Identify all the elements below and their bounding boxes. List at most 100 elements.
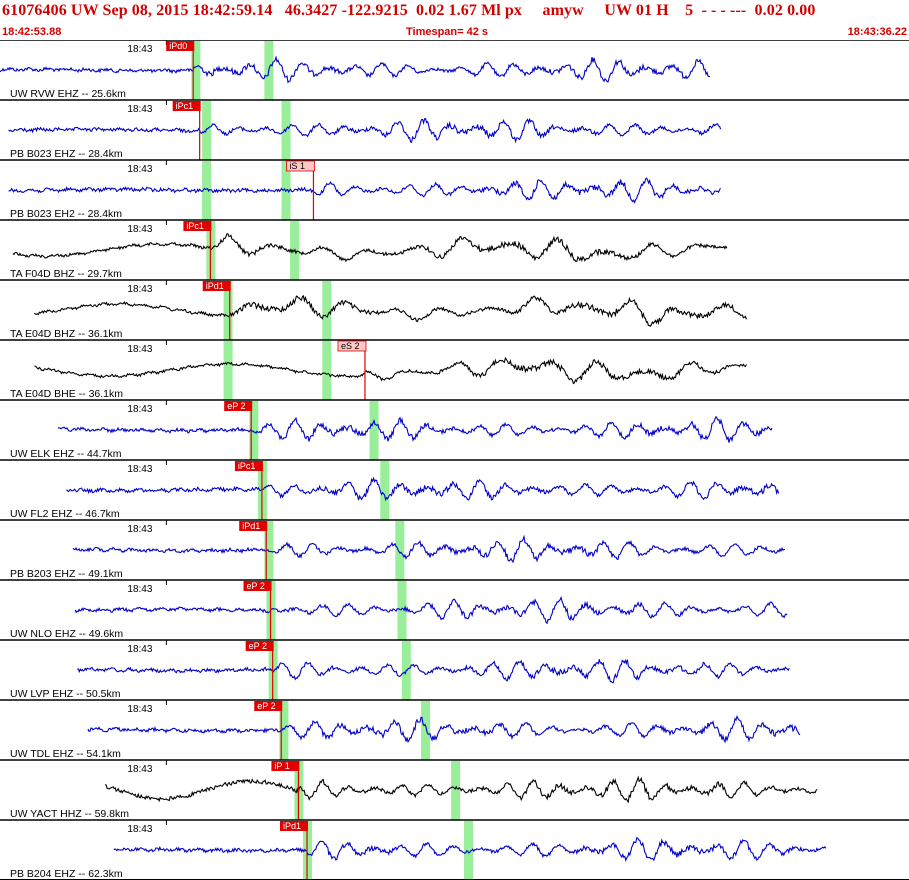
waveform — [33, 294, 747, 328]
pick-label: eP 2 — [247, 581, 265, 591]
station-label: PB B204 EHZ -- 62.3km — [10, 868, 123, 880]
event-lon: -122.9215 — [341, 2, 408, 19]
time-tick-label: 18:43 — [127, 44, 152, 55]
time-tick-label: 18:43 — [127, 344, 152, 355]
trace-panel[interactable]: 18:43 eP 2 UW TDL EHZ -- 54.1km — [0, 699, 909, 760]
station-label: TA E04D BHZ -- 36.1km — [10, 328, 123, 340]
pick-flag[interactable] — [166, 41, 195, 51]
time-tick-label: 18:43 — [127, 404, 152, 415]
phase-window — [202, 161, 212, 220]
time-tick-label: 18:43 — [127, 524, 152, 535]
trace-panel[interactable]: 18:43 iS 1 PB B023 EH2 -- 28.4km — [0, 159, 909, 220]
pick-label: eP 2 — [257, 701, 275, 711]
pick-flag[interactable] — [243, 581, 272, 591]
trace-panel[interactable]: 18:43 iPc1 UW FL2 EHZ -- 46.7km — [0, 459, 909, 520]
event-magnitude-type: Ml — [481, 2, 501, 19]
event-network: UW — [70, 2, 99, 19]
time-tick-label: 18:43 — [127, 644, 152, 655]
pick-flag[interactable] — [337, 340, 367, 352]
time-tick-label: 18:43 — [127, 224, 152, 235]
timespan-label: Timespan= 42 s — [406, 26, 489, 38]
event-lat: 46.3427 — [284, 2, 338, 19]
phase-window — [223, 341, 233, 400]
waveform — [87, 714, 801, 744]
phase-window — [279, 701, 289, 760]
event-dashes: - - - --- — [701, 2, 747, 19]
pick-flag[interactable] — [239, 521, 268, 531]
phase-window — [369, 401, 379, 460]
station-label: UW YACT HHZ -- 59.8km — [10, 808, 129, 820]
waveform — [74, 595, 788, 625]
station-label: PB B023 EH2 -- 28.4km — [10, 208, 122, 220]
event-datetime: Sep 08, 2015 18:42:59.14 — [102, 2, 273, 19]
station-label: UW RVW EHZ -- 25.6km — [10, 88, 126, 100]
phase-window — [191, 41, 201, 100]
time-tick-label: 18:43 — [127, 584, 152, 595]
station-label: UW NLO EHZ -- 49.6km — [10, 628, 123, 640]
waveform — [0, 55, 711, 84]
trace-panel[interactable]: 18:43 eP 2 UW NLO EHZ -- 49.6km — [0, 579, 909, 640]
pick-flag[interactable] — [224, 401, 253, 411]
time-tick-label: 18:43 — [127, 824, 152, 835]
phase-window — [322, 341, 332, 400]
pick-label: iPd1 — [206, 281, 224, 291]
waveform — [104, 775, 818, 804]
event-count: 5 — [685, 2, 694, 19]
trace-panel[interactable]: 18:43 iPd1 PB B204 EHZ -- 62.3km — [0, 819, 909, 880]
station-label: TA F04D BHZ -- 29.7km — [10, 268, 122, 280]
phase-window — [223, 281, 233, 340]
pick-flag[interactable] — [172, 101, 201, 111]
phase-window — [464, 821, 474, 880]
pick-label: eS 2 — [341, 341, 360, 351]
pick-label: iPc1 — [238, 461, 256, 471]
event-id: 61076406 — [2, 2, 67, 19]
pick-flag[interactable] — [286, 160, 315, 172]
event-depth: 0.02 — [416, 2, 445, 19]
time-tick-label: 18:43 — [127, 704, 152, 715]
trace-panel[interactable]: 18:43 iPd1 PB B203 EHZ -- 49.1km — [0, 519, 909, 580]
waveform — [58, 415, 773, 443]
station-label: UW ELK EHZ -- 44.7km — [10, 448, 122, 460]
event-extra-1: 0.02 — [754, 2, 783, 19]
seismogram-traces[interactable]: 18:43 iPd0 UW RVW EHZ -- 25.6km 18:43 iPc1 PB… — [0, 40, 909, 880]
pick-label: iP 1 — [274, 761, 289, 771]
pick-label: iPc1 — [176, 101, 194, 111]
pick-flag[interactable] — [245, 641, 274, 651]
station-label: UW TDL EHZ -- 54.1km — [10, 748, 121, 760]
waveform — [77, 659, 790, 684]
pick-flag[interactable] — [254, 701, 283, 711]
time-tick-label: 18:43 — [127, 284, 152, 295]
phase-window — [322, 281, 332, 340]
pick-flag[interactable] — [271, 761, 300, 771]
trace-panel[interactable]: 18:43 iPc1 TA F04D BHZ -- 29.7km — [0, 219, 909, 280]
waveform — [113, 837, 827, 863]
event-author: amyw — [542, 2, 584, 19]
trace-panel[interactable]: 18:43 eP 2 UW LVP EHZ -- 50.5km — [0, 639, 909, 700]
event-header: 61076406 UW Sep 08, 2015 18:42:59.14 46.… — [0, 0, 909, 40]
pick-flag[interactable] — [280, 821, 309, 831]
pick-flag[interactable] — [234, 461, 263, 471]
trace-panel[interactable]: 18:43 iP 1 UW YACT HHZ -- 59.8km — [0, 759, 909, 820]
station-label: PB B023 EHZ -- 28.4km — [10, 148, 123, 160]
pick-label: iS 1 — [289, 161, 305, 171]
event-extra-2: 0.00 — [787, 2, 816, 19]
trace-panel[interactable]: 18:43 eS 2 TA E04D BHE -- 36.1km — [0, 339, 909, 400]
pick-flag[interactable] — [183, 221, 212, 231]
pick-label: iPd1 — [283, 821, 301, 831]
phase-window — [380, 461, 390, 520]
trace-panel[interactable]: 18:43 iPd0 UW RVW EHZ -- 25.6km — [0, 40, 909, 100]
station-label: TA E04D BHE -- 36.1km — [10, 388, 123, 400]
phase-window — [397, 581, 407, 640]
waveform — [34, 356, 747, 385]
event-magnitude: 1.67 — [448, 2, 477, 19]
waveform — [12, 233, 728, 263]
trace-panel[interactable]: 18:43 eP 2 UW ELK EHZ -- 44.7km — [0, 399, 909, 460]
pick-label: iPd1 — [242, 521, 260, 531]
trace-panel[interactable]: 18:43 iPc1 PB B023 EHZ -- 28.4km — [0, 99, 909, 160]
phase-window — [421, 701, 431, 760]
pick-label: eP 2 — [249, 641, 267, 651]
pick-label: iPd0 — [169, 41, 187, 51]
trace-panel[interactable]: 18:43 iPd1 TA E04D BHZ -- 36.1km — [0, 279, 909, 340]
pick-label: iPc1 — [186, 221, 204, 231]
pick-flag[interactable] — [202, 281, 231, 291]
